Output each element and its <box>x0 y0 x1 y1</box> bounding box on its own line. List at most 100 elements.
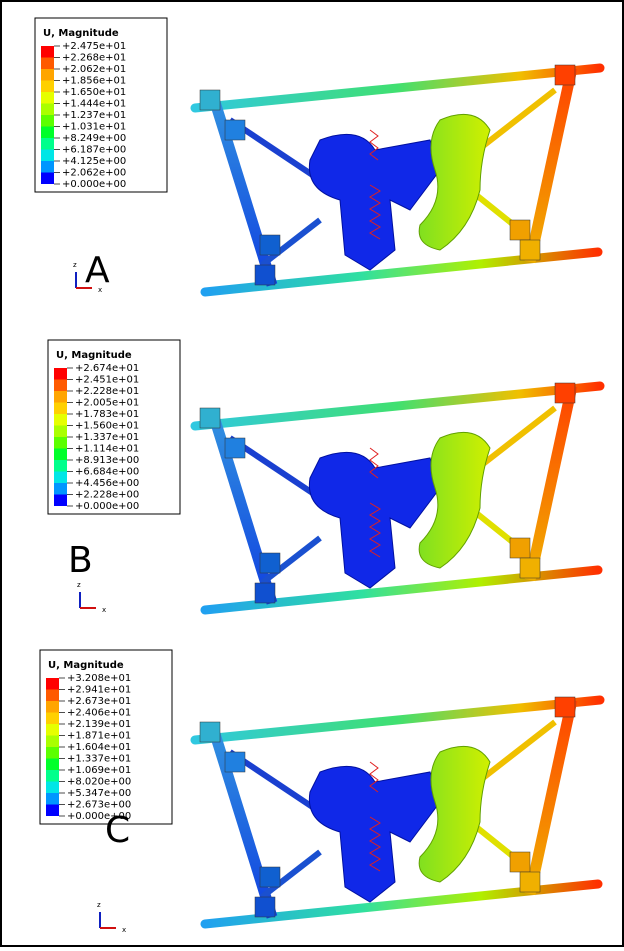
legend-swatch <box>54 414 67 426</box>
legend-label: +2.268e+01 <box>62 53 126 64</box>
legend-label: +6.187e+00 <box>62 145 126 156</box>
legend-label: +2.005e+01 <box>75 398 139 409</box>
clamp <box>259 866 281 888</box>
legend-label: +0.000e+00 <box>75 501 139 512</box>
legend-swatch <box>46 701 59 713</box>
legend-title: U, Magnitude <box>56 350 132 361</box>
legend-swatch <box>46 758 59 770</box>
panel <box>190 63 605 297</box>
legend-swatch <box>46 804 59 816</box>
legend-swatch <box>41 115 54 127</box>
legend-box <box>39 649 173 825</box>
panel-letter: A <box>85 250 110 291</box>
legend-swatch <box>54 437 67 449</box>
legend-label: +1.237e+01 <box>62 110 126 121</box>
clamp <box>509 537 531 559</box>
legend-swatch <box>54 448 67 460</box>
panel-letter: C <box>105 810 130 851</box>
legend-label: +2.062e+01 <box>62 64 126 75</box>
clamp <box>554 696 576 718</box>
rod <box>524 698 578 896</box>
legend-title: U, Magnitude <box>43 28 119 39</box>
rod <box>260 849 322 900</box>
legend-swatch <box>46 724 59 736</box>
rod <box>190 381 605 431</box>
legend-swatch <box>54 494 67 506</box>
axis-label: x <box>102 606 106 614</box>
pelvis-left <box>308 133 441 271</box>
clamp <box>554 382 576 404</box>
legend-swatch <box>41 103 54 115</box>
legend-label: +2.139e+01 <box>67 719 131 730</box>
legend-label: +4.125e+00 <box>62 156 126 167</box>
axis-label: z <box>97 901 101 909</box>
clamp <box>199 407 221 429</box>
legend-swatch <box>41 46 54 58</box>
legend-label: +6.684e+00 <box>75 467 139 478</box>
pelvis-right <box>418 431 491 569</box>
clamp <box>199 89 221 111</box>
pelvis-left <box>308 765 441 903</box>
legend-swatch <box>41 126 54 138</box>
clamp <box>254 264 276 286</box>
legend-swatch <box>46 712 59 724</box>
clamp <box>224 751 246 773</box>
legend-swatch <box>54 391 67 403</box>
legend-label: +0.000e+00 <box>62 179 126 190</box>
legend-label: +1.031e+01 <box>62 122 126 133</box>
legend-swatch <box>54 460 67 472</box>
legend-label: +2.228e+00 <box>75 490 139 501</box>
legend-swatch <box>41 149 54 161</box>
clamp <box>224 437 246 459</box>
legend-label: +1.783e+01 <box>75 409 139 420</box>
legend-swatch <box>46 735 59 747</box>
rod <box>190 63 605 113</box>
axis-label: x <box>98 286 102 294</box>
clamp <box>259 552 281 574</box>
legend-label: +1.337e+01 <box>75 432 139 443</box>
legend-swatch <box>54 379 67 391</box>
legend-swatch <box>41 69 54 81</box>
legend-swatch <box>46 770 59 782</box>
legend-label: +1.560e+01 <box>75 421 139 432</box>
panel <box>190 695 605 929</box>
legend-label: +1.114e+01 <box>75 444 139 455</box>
legend-swatch <box>54 483 67 495</box>
legend-label: +2.674e+01 <box>75 363 139 374</box>
legend-label: +8.020e+00 <box>67 777 131 788</box>
legend-label: +0.000e+00 <box>67 811 131 822</box>
axis-label: z <box>77 581 81 589</box>
legend-label: +2.406e+01 <box>67 708 131 719</box>
axis-label: x <box>122 926 126 934</box>
clamp <box>254 896 276 918</box>
legend-label: +1.604e+01 <box>67 742 131 753</box>
legend-label: +1.444e+01 <box>62 99 126 110</box>
legend-label: +2.673e+01 <box>67 696 131 707</box>
legend-title: U, Magnitude <box>48 660 124 671</box>
clamp <box>224 119 246 141</box>
legend-swatch <box>46 678 59 690</box>
clamp <box>519 557 541 579</box>
legend-label: +1.856e+01 <box>62 76 126 87</box>
legend-swatch <box>41 172 54 184</box>
rod <box>524 384 578 582</box>
pelvis-right <box>418 745 491 883</box>
legend-label: +1.871e+01 <box>67 731 131 742</box>
legend-swatch <box>54 368 67 380</box>
clamp <box>519 239 541 261</box>
spring <box>369 129 381 240</box>
legend-swatch <box>54 425 67 437</box>
legend-swatch <box>54 471 67 483</box>
legend-swatch <box>41 80 54 92</box>
legend-label: +3.208e+01 <box>67 673 131 684</box>
rod <box>260 217 322 268</box>
legend-label: +2.941e+01 <box>67 685 131 696</box>
axis-label: z <box>73 261 77 269</box>
legend-swatch <box>41 138 54 150</box>
legend-label: +2.475e+01 <box>62 41 126 52</box>
spring <box>369 761 381 872</box>
legend-label: +8.249e+00 <box>62 133 126 144</box>
pelvis-left <box>308 451 441 589</box>
